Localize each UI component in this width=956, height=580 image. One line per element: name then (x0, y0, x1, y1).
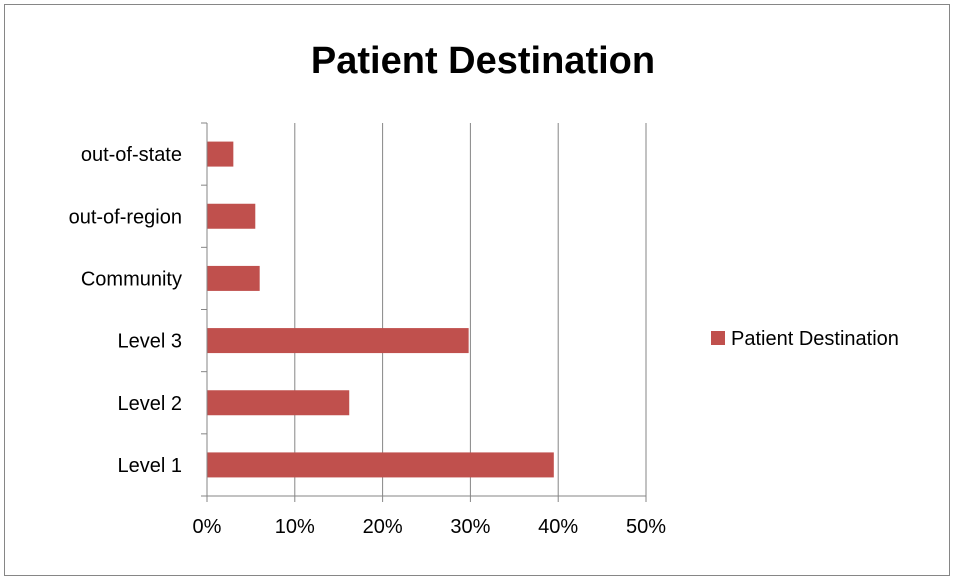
tick-labels: 0% 10% 20% 30% 40% 50% Level 1 Level 2 Level 3 Co… (69, 144, 667, 538)
y-tick-label: Community (81, 268, 182, 290)
x-tick-label: 0% (193, 516, 222, 538)
legend-swatch (711, 331, 725, 345)
y-tick-label: Level 2 (118, 393, 183, 415)
y-tick-label: out-of-state (81, 144, 182, 166)
x-tick-label: 20% (363, 516, 403, 538)
x-tick-label: 40% (538, 516, 578, 538)
bar (207, 141, 234, 167)
x-tick-label: 50% (626, 516, 666, 538)
chart-svg: Patient Destination 0% 10% 20% 30% 40% 50% Lev… (69, 40, 899, 538)
bar (207, 328, 469, 354)
bars (207, 141, 554, 478)
legend-label: Patient Destination (731, 328, 899, 350)
y-tick-label: Level 1 (118, 455, 183, 477)
gridlines (294, 123, 647, 496)
bar (207, 390, 350, 416)
bar (207, 265, 260, 291)
y-tick-label: out-of-region (69, 206, 182, 228)
chart-frame: Patient Destination 0% 10% 20% 30% 40% 50% Lev… (4, 4, 950, 576)
bar (207, 452, 554, 478)
axes (201, 122, 647, 502)
y-tick-label: Level 3 (118, 331, 183, 353)
x-tick-label: 30% (450, 516, 490, 538)
legend: Patient Destination (711, 328, 899, 350)
bar (207, 203, 256, 229)
x-tick-label: 10% (275, 516, 315, 538)
chart-title: Patient Destination (311, 40, 655, 82)
